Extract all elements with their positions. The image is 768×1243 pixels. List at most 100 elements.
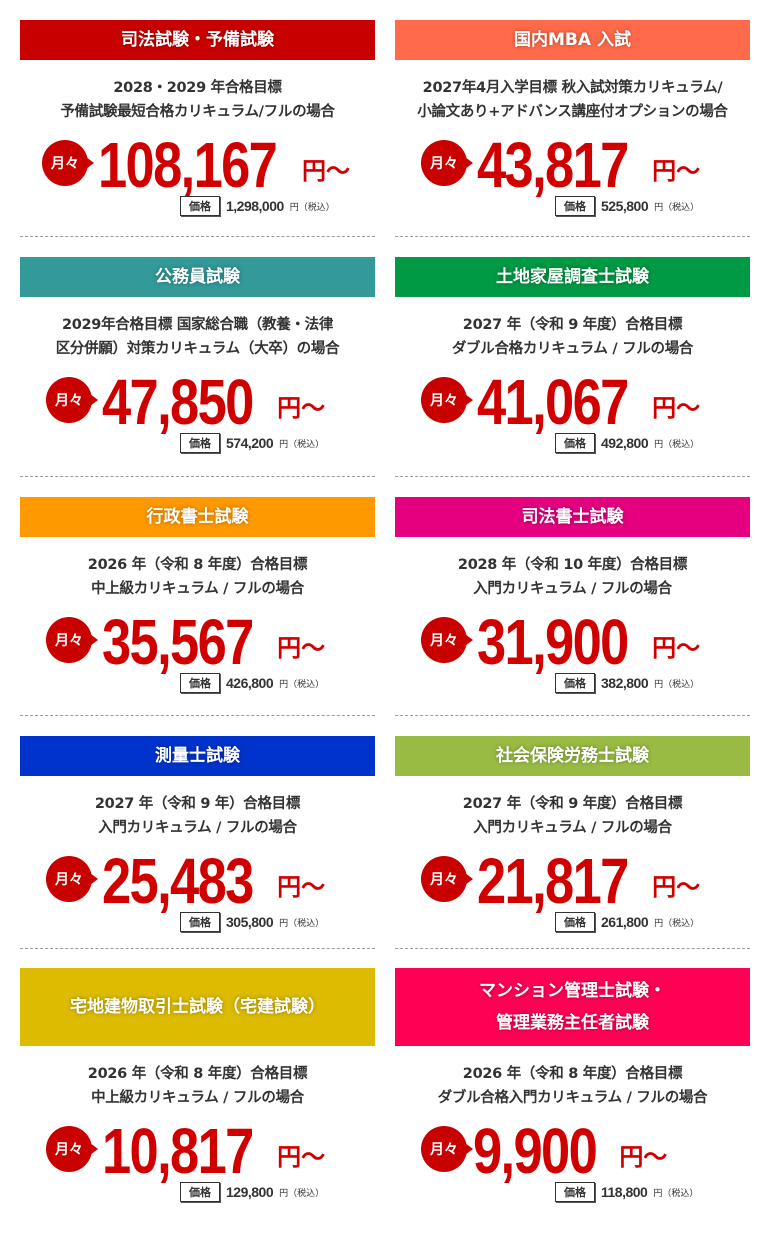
- course-card[interactable]: 宅地建物取引士試験（宅建試験） 2026 年（令和 8 年度）合格目標 中上級カ…: [20, 968, 375, 1202]
- price-tag: 価格: [180, 912, 220, 932]
- monthly-price: 月々 108,167 円～: [20, 129, 375, 201]
- tax-note: 円（税込）: [279, 439, 325, 450]
- yen-suffix: 円～: [277, 1143, 326, 1171]
- course-title: 測量士試験: [20, 736, 375, 776]
- description-line: 中上級カリキュラム / フルの場合: [91, 1090, 304, 1106]
- divider: [395, 948, 750, 949]
- monthly-badge: 月々: [46, 617, 98, 663]
- course-description: 2028 年（令和 10 年度）合格目標 入門カリキュラム / フルの場合: [395, 553, 750, 601]
- course-title: マンション管理士試験・ 管理業務主任者試験: [395, 968, 750, 1046]
- total-amount: 525,800: [601, 198, 649, 214]
- total-price: 価格 426,800 円（税込）: [180, 673, 324, 693]
- monthly-badge: 月々: [421, 140, 473, 186]
- course-description: 2027年4月入学目標 秋入試対策カリキュラム/ 小論文あり+アドバンス講座付オ…: [395, 76, 750, 124]
- course-description: 2026 年（令和 8 年度）合格目標 ダブル合格入門カリキュラム / フルの場…: [395, 1062, 750, 1110]
- price-tag: 価格: [180, 1182, 220, 1202]
- description-line: 2026 年（令和 8 年度）合格目標: [87, 557, 308, 573]
- total-amount: 129,800: [226, 1184, 274, 1200]
- total-price: 価格 492,800 円（税込）: [555, 433, 699, 453]
- monthly-amount: 10,817: [102, 1115, 254, 1187]
- total-price: 価格 129,800 円（税込）: [180, 1182, 324, 1202]
- tax-note: 円（税込）: [279, 918, 325, 929]
- total-price: 価格 261,800 円（税込）: [555, 912, 699, 932]
- course-card[interactable]: マンション管理士試験・ 管理業務主任者試験 2026 年（令和 8 年度）合格目…: [395, 968, 750, 1202]
- monthly-price: 月々 35,567 円～: [20, 606, 375, 678]
- monthly-badge: 月々: [46, 377, 98, 423]
- divider: [20, 236, 375, 237]
- description-line: 2026 年（令和 8 年度）合格目標: [87, 1066, 308, 1082]
- course-description: 2028・2029 年合格目標 予備試験最短合格カリキュラム/フルの場合: [20, 76, 375, 124]
- course-description: 2026 年（令和 8 年度）合格目標 中上級カリキュラム / フルの場合: [20, 553, 375, 601]
- divider: [20, 715, 375, 716]
- monthly-amount: 41,067: [477, 366, 629, 438]
- price-tag: 価格: [180, 196, 220, 216]
- tax-note: 円（税込）: [653, 1188, 699, 1199]
- tax-note: 円（税込）: [654, 679, 700, 690]
- yen-suffix: 円～: [302, 157, 351, 185]
- yen-suffix: 円～: [652, 157, 701, 185]
- course-card[interactable]: 土地家屋調査士試験 2027 年（令和 9 年度）合格目標 ダブル合格カリキュラ…: [395, 257, 750, 453]
- course-card[interactable]: 司法書士試験 2028 年（令和 10 年度）合格目標 入門カリキュラム / フ…: [395, 497, 750, 693]
- total-amount: 118,800: [601, 1184, 648, 1200]
- yen-suffix: 円～: [277, 394, 326, 422]
- course-card[interactable]: 行政書士試験 2026 年（令和 8 年度）合格目標 中上級カリキュラム / フ…: [20, 497, 375, 693]
- course-card[interactable]: 司法試験・予備試験 2028・2029 年合格目標 予備試験最短合格カリキュラム…: [20, 20, 375, 216]
- total-amount: 305,800: [226, 914, 274, 930]
- course-description: 2027 年（令和 9 年度）合格目標 ダブル合格カリキュラム / フルの場合: [395, 313, 750, 361]
- tax-note: 円（税込）: [654, 918, 700, 929]
- monthly-price: 月々 10,817 円～: [20, 1115, 375, 1187]
- yen-suffix: 円～: [619, 1143, 668, 1171]
- monthly-price: 月々 43,817 円～: [395, 129, 750, 201]
- course-description: 2026 年（令和 8 年度）合格目標 中上級カリキュラム / フルの場合: [20, 1062, 375, 1110]
- yen-suffix: 円～: [277, 634, 326, 662]
- description-line: ダブル合格カリキュラム / フルの場合: [451, 341, 694, 357]
- monthly-badge: 月々: [42, 140, 94, 186]
- monthly-badge: 月々: [421, 377, 473, 423]
- monthly-amount: 31,900: [477, 606, 629, 678]
- monthly-amount: 43,817: [477, 129, 629, 201]
- total-amount: 426,800: [226, 675, 274, 691]
- course-card[interactable]: 社会保険労務士試験 2027 年（令和 9 年度）合格目標 入門カリキュラム /…: [395, 736, 750, 932]
- description-line: 2026 年（令和 8 年度）合格目標: [462, 1066, 683, 1082]
- price-tag: 価格: [555, 912, 595, 932]
- description-line: ダブル合格入門カリキュラム / フルの場合: [437, 1090, 708, 1106]
- total-amount: 261,800: [601, 914, 649, 930]
- course-card[interactable]: 公務員試験 2029年合格目標 国家総合職（教養・法律 区分併願）対策カリキュラ…: [20, 257, 375, 453]
- price-tag: 価格: [555, 673, 595, 693]
- yen-suffix: 円～: [652, 634, 701, 662]
- description-line: 入門カリキュラム / フルの場合: [473, 581, 672, 597]
- description-line: 2027年4月入学目標 秋入試対策カリキュラム/: [422, 80, 723, 96]
- course-title: 司法試験・予備試験: [20, 20, 375, 60]
- price-tag: 価格: [555, 1182, 595, 1202]
- monthly-price: 月々 25,483 円～: [20, 845, 375, 917]
- description-line: 2028・2029 年合格目標: [113, 80, 282, 96]
- monthly-amount: 47,850: [102, 366, 254, 438]
- tax-note: 円（税込）: [289, 202, 335, 213]
- tax-note: 円（税込）: [654, 202, 700, 213]
- total-price: 価格 574,200 円（税込）: [180, 433, 324, 453]
- course-description: 2027 年（令和 9 年）合格目標 入門カリキュラム / フルの場合: [20, 792, 375, 840]
- price-tag: 価格: [555, 433, 595, 453]
- course-title: 宅地建物取引士試験（宅建試験）: [20, 968, 375, 1046]
- course-title: 社会保険労務士試験: [395, 736, 750, 776]
- monthly-amount: 108,167: [98, 129, 278, 201]
- course-title: 行政書士試験: [20, 497, 375, 537]
- course-card[interactable]: 国内MBA 入試 2027年4月入学目標 秋入試対策カリキュラム/ 小論文あり+…: [395, 20, 750, 216]
- price-tag: 価格: [555, 196, 595, 216]
- total-amount: 492,800: [601, 435, 649, 451]
- description-line: 2029年合格目標 国家総合職（教養・法律: [61, 317, 334, 333]
- yen-suffix: 円～: [652, 394, 701, 422]
- course-card[interactable]: 測量士試験 2027 年（令和 9 年）合格目標 入門カリキュラム / フルの場…: [20, 736, 375, 932]
- monthly-amount: 9,900: [473, 1115, 598, 1187]
- total-amount: 382,800: [601, 675, 649, 691]
- total-price: 価格 118,800 円（税込）: [555, 1182, 698, 1202]
- monthly-amount: 25,483: [102, 845, 254, 917]
- divider: [20, 948, 375, 949]
- description-line: 予備試験最短合格カリキュラム/フルの場合: [60, 104, 335, 120]
- course-title: 司法書士試験: [395, 497, 750, 537]
- description-line: 2028 年（令和 10 年度）合格目標: [457, 557, 688, 573]
- tax-note: 円（税込）: [279, 1188, 325, 1199]
- divider: [395, 715, 750, 716]
- divider: [395, 476, 750, 477]
- description-line: 2027 年（令和 9 年）合格目標: [94, 796, 301, 812]
